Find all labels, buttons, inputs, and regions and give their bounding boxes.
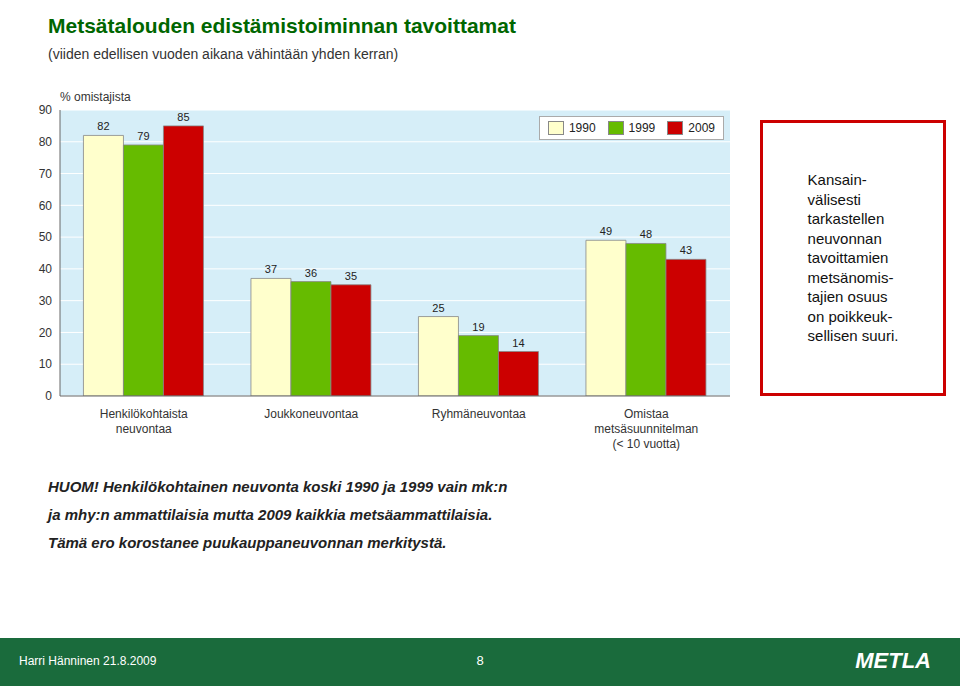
svg-text:49: 49	[600, 225, 612, 237]
svg-text:10: 10	[39, 357, 53, 371]
svg-text:90: 90	[39, 103, 53, 117]
html-text:(viiden edellisen vuoden aikan: (viiden edellisen vuoden aikana vähintää…	[48, 46, 399, 62]
svg-text:43: 43	[680, 244, 692, 256]
svg-text:37: 37	[265, 263, 277, 275]
svg-text:Ryhmäneuvontaa: Ryhmäneuvontaa	[432, 407, 526, 421]
svg-text:70: 70	[39, 167, 53, 181]
svg-text:60: 60	[39, 199, 53, 213]
svg-text:20: 20	[39, 326, 53, 340]
html-text:1990: 1990	[568, 121, 596, 135]
html-text:% omistajista: % omistajista	[60, 90, 131, 104]
svg-text:30: 30	[39, 294, 53, 308]
svg-text:79: 79	[137, 130, 149, 142]
svg-text:82: 82	[97, 120, 109, 132]
svg-text:14: 14	[512, 337, 524, 349]
html-text:8: 8	[476, 653, 484, 668]
svg-text:36: 36	[305, 267, 317, 279]
svg-text:Henkilökohtaistaneuvontaa: Henkilökohtaistaneuvontaa	[100, 407, 188, 436]
html-text:Harri Hänninen 21.8.2009: Harri Hänninen 21.8.2009	[19, 654, 157, 668]
svg-text:25: 25	[432, 302, 444, 314]
html-text:ja mhy:n ammattilaisia mutta 2: ja mhy:n ammattilaisia mutta 2009 kaikki…	[48, 506, 493, 523]
html-text:METLA: METLA	[855, 648, 931, 673]
svg-text:0: 0	[45, 389, 52, 403]
html-text:2009: 2009	[688, 121, 715, 135]
svg-text:Joukkoneuvontaa: Joukkoneuvontaa	[264, 407, 358, 421]
svg-text:85: 85	[177, 111, 189, 123]
svg-text:40: 40	[39, 262, 53, 276]
html-text:HUOM! Henkilökohtainen neuvont: HUOM! Henkilökohtainen neuvonta koski 19…	[48, 478, 508, 495]
html-text:1999: 1999	[628, 121, 656, 135]
svg-text:80: 80	[39, 135, 53, 149]
svg-text:48: 48	[640, 228, 652, 240]
svg-text:50: 50	[39, 230, 53, 244]
html-text:Kansain- välisesti tarkastelle: Kansain- välisesti tarkastellen neuvonna…	[807, 171, 899, 345]
html-text:Metsätalouden edistämistoiminn: Metsätalouden edistämistoiminnan tavoitt…	[48, 14, 516, 37]
svg-text:Omistaametsäsuunnitelman(< 10: Omistaametsäsuunnitelman(< 10 vuotta)	[594, 407, 698, 451]
html-text:Tämä ero korostanee puukauppan: Tämä ero korostanee puukauppaneuvonnan m…	[48, 534, 447, 551]
svg-text:19: 19	[472, 321, 484, 333]
svg-text:35: 35	[345, 270, 357, 282]
